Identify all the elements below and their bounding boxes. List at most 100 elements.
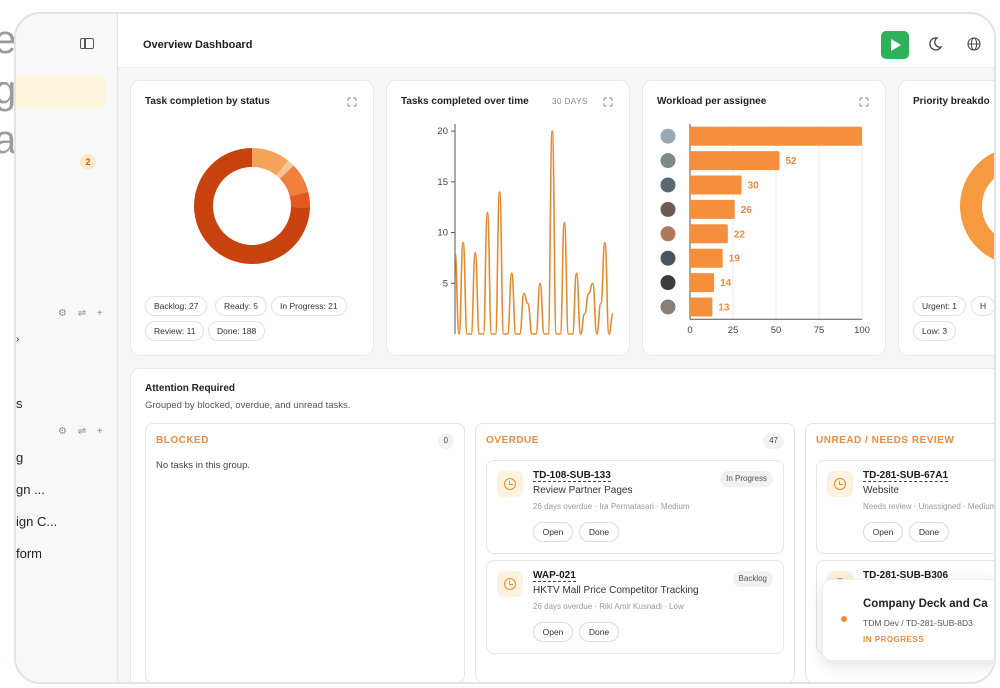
done-button[interactable]: Done — [579, 522, 619, 542]
workload-bar[interactable] — [690, 224, 728, 244]
sidebar-item[interactable]: form — [16, 546, 42, 561]
donut-slice-backlog[interactable] — [252, 148, 289, 176]
open-button[interactable]: Open — [533, 622, 573, 642]
background-fragment: g — [0, 68, 17, 112]
completed-card-title: Tasks completed over time — [401, 96, 529, 107]
sidebar-item[interactable]: s — [16, 396, 23, 411]
x-tick-label: 25 — [728, 325, 739, 336]
y-tick-label: 20 — [437, 126, 448, 137]
group-title: BLOCKED — [156, 435, 209, 446]
status-donut-chart — [194, 148, 310, 264]
toast-notification[interactable]: Company Deck and Ca TDM Dev / TD-281-SUB… — [822, 579, 994, 661]
task-id[interactable]: TD-108-SUB-133 — [533, 470, 611, 482]
group-title: UNREAD / NEEDS REVIEW — [816, 435, 955, 446]
sidebar-badge: 2 — [80, 154, 96, 170]
sidebar-item[interactable]: gn ... — [16, 482, 45, 497]
workload-bar[interactable] — [690, 175, 742, 195]
sidebar-toggle-icon[interactable] — [80, 38, 94, 49]
status-card-title: Task completion by status — [145, 96, 270, 107]
group-blocked: BLOCKED 0 No tasks in this group. — [145, 423, 465, 682]
workload-bar[interactable] — [690, 126, 862, 146]
status-chip-review[interactable]: Review: 11 — [145, 321, 205, 341]
x-tick-label: 50 — [771, 325, 782, 336]
status-chip-backlog[interactable]: Backlog: 27 — [145, 296, 208, 316]
avatar[interactable] — [660, 128, 676, 144]
donut-slice-review[interactable] — [289, 191, 310, 208]
group-overdue: OVERDUE 47 TD-108-SUB-133 Review Partner… — [475, 423, 795, 682]
sidebar-active-item[interactable] — [16, 76, 106, 108]
task-name: Website — [863, 485, 899, 496]
workload-bar[interactable] — [690, 248, 723, 268]
range-label[interactable]: 30 DAYS — [552, 97, 588, 106]
done-button[interactable]: Done — [909, 522, 949, 542]
bar-value-label: 22 — [734, 229, 746, 240]
attention-title: Attention Required — [145, 383, 235, 394]
expand-icon[interactable] — [859, 97, 869, 107]
task-card[interactable]: TD-281-SUB-67A1 Website Needs review · U… — [816, 460, 994, 554]
x-tick-label: 75 — [814, 325, 825, 336]
status-badge: Backlog — [732, 571, 773, 587]
task-name: HKTV Mall Price Competitor Tracking — [533, 585, 699, 596]
priority-card: Priority breakdo Urgent: 1 H Low: 3 — [898, 80, 994, 356]
workload-bar[interactable] — [690, 273, 715, 293]
app-window: 2 ⚙ ⇌ + › s ⚙ ⇌ + g gn ... ign C... form… — [14, 12, 996, 684]
status-card: Task completion by status Backlog: 27 Re… — [130, 80, 374, 356]
clock-icon — [497, 471, 523, 497]
workload-bar[interactable] — [690, 297, 713, 317]
open-button[interactable]: Open — [533, 522, 573, 542]
avatar[interactable] — [660, 275, 676, 291]
play-button[interactable] — [881, 31, 909, 59]
sidebar-item[interactable]: › — [16, 334, 20, 345]
expand-icon[interactable] — [603, 97, 613, 107]
background-fragment: e — [0, 18, 17, 62]
completed-series-line[interactable] — [454, 130, 614, 335]
task-card[interactable]: WAP-021 HKTV Mall Price Competitor Track… — [486, 560, 784, 654]
sidebar-section-tools[interactable]: ⚙ ⇌ + — [58, 426, 107, 437]
clock-icon — [497, 571, 523, 597]
avatar[interactable] — [660, 201, 676, 217]
status-chip-ready[interactable]: Ready: 5 — [215, 296, 268, 316]
priority-chip-low[interactable]: Low: 3 — [913, 321, 957, 341]
status-chip-in-progress[interactable]: In Progress: 21 — [271, 296, 347, 316]
task-id[interactable]: WAP-021 — [533, 570, 576, 582]
toast-status: IN PROGRESS — [863, 635, 925, 644]
task-card[interactable]: TD-108-SUB-133 Review Partner Pages 26 d… — [486, 460, 784, 554]
priority-chip-urgent[interactable]: Urgent: 1 — [913, 296, 966, 316]
donut-slice-done[interactable] — [194, 148, 310, 264]
attention-card: Attention Required Grouped by blocked, o… — [130, 368, 994, 682]
priority-chip-high[interactable]: H — [971, 296, 994, 316]
x-tick-label: 100 — [854, 325, 870, 336]
workload-bar[interactable] — [690, 199, 735, 219]
workload-bar[interactable] — [690, 151, 780, 171]
y-tick-label: 15 — [437, 177, 448, 188]
priority-donut-chart — [960, 152, 994, 260]
y-tick-label: 10 — [437, 228, 448, 239]
avatar[interactable] — [660, 177, 676, 193]
donut-slice-ready[interactable] — [276, 160, 294, 179]
task-meta: 26 days overdue · Riki Amir Kusnadi · Lo… — [533, 602, 684, 611]
group-title: OVERDUE — [486, 435, 539, 446]
toast-title: Company Deck and Ca — [863, 598, 988, 610]
open-button[interactable]: Open — [863, 522, 903, 542]
avatar[interactable] — [660, 226, 676, 242]
done-button[interactable]: Done — [579, 622, 619, 642]
sidebar-item[interactable]: g — [16, 450, 24, 465]
y-tick-label: 5 — [443, 278, 448, 289]
avatar[interactable] — [660, 250, 676, 266]
workload-card: Workload per assignee 0 25 50 75 100 52 30 26 22… — [642, 80, 886, 356]
sidebar-item[interactable]: ign C... — [16, 514, 58, 529]
avatar[interactable] — [660, 153, 676, 169]
moon-icon[interactable] — [927, 36, 943, 52]
donut-slice-in-progress[interactable] — [279, 165, 309, 197]
avatar[interactable] — [660, 299, 676, 315]
globe-icon[interactable] — [967, 37, 981, 51]
task-id[interactable]: TD-281-SUB-67A1 — [863, 470, 949, 482]
expand-icon[interactable] — [347, 97, 357, 107]
completed-line-chart: 5 10 15 20 — [437, 124, 614, 335]
status-badge: In Progress — [720, 471, 773, 487]
group-count: 0 — [437, 433, 454, 449]
sidebar-section-tools[interactable]: ⚙ ⇌ + — [58, 308, 107, 319]
group-count: 47 — [763, 433, 784, 449]
status-chip-done[interactable]: Done: 188 — [208, 321, 266, 341]
priority-card-title: Priority breakdo — [913, 96, 990, 107]
